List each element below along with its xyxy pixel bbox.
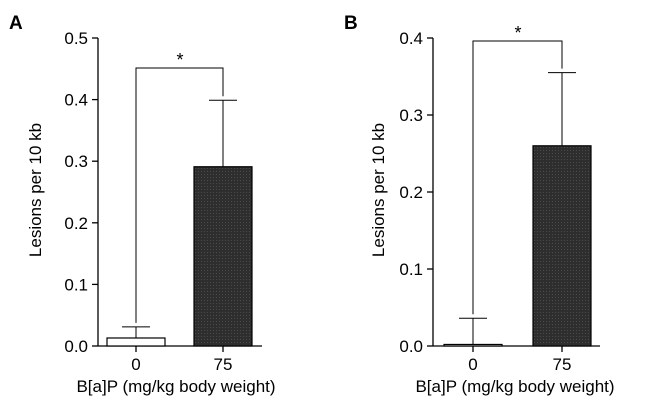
panel-a-y-tick-label: 0.4 [64,91,88,110]
panel-b-significance-marker: * [514,23,521,43]
panel-b-y-tick-label: 0.0 [399,337,423,356]
panel-b-y-tick-label: 0.3 [399,106,423,125]
panel-a-significance-marker: * [176,50,183,70]
panel-b: B 0.00.10.20.30.40 75* Lesions per 10 kb … [344,13,615,396]
panel-a-y-tick-label: 0.1 [64,275,88,294]
panel-b-x-tick-label: 75 [553,355,572,374]
panel-b-y-tick-label: 0.2 [399,183,423,202]
panel-b-plot-area: 0.0 0.1 0.2 0.3 0.4 0 75 * [399,23,600,374]
panel-b-bar-75 [532,145,592,347]
panel-a-x-tick-label: 0 [131,355,140,374]
panel-letter-a: A [9,13,23,34]
panel-b-bar-0 [443,343,503,347]
panel-a: A 0.0 0.1 0.2 0.3 0.4 0.5 0 75 * Lesions per 10 … [9,13,276,396]
panel-a-x-tick-label: 75 [214,355,233,374]
panel-a-significance-bracket [135,67,224,323]
panel-a-y-axis-label: Lesions per 10 kb [26,123,45,257]
panel-a-x-axis-label: B[a]P (mg/kg body weight) [76,377,275,396]
panel-b-y-tick-label: 0.4 [399,29,423,48]
panel-b-y-tick-label: 0.1 [399,260,423,279]
panel-b-y-axis-label: Lesions per 10 kb [369,123,388,257]
panel-a-plot-area: 0.0 0.1 0.2 0.3 0.4 0.5 0 75 * [64,29,262,374]
panel-b-x-tick-label: 0 [468,355,477,374]
panel-a-y-tick-label: 0.0 [64,337,88,356]
panel-b-x-axis-label: B[a]P (mg/kg body weight) [415,377,614,396]
panel-a-y-tick-label: 0.2 [64,214,88,233]
panel-a-y-tick-label: 0.5 [64,29,88,48]
panel-a-bar-0 [106,337,166,347]
panel-a-bar-75 [193,166,253,347]
panel-letter-b: B [344,13,358,34]
panel-b-significance-bracket [472,40,563,315]
panel-a-y-tick-label: 0.3 [64,152,88,171]
